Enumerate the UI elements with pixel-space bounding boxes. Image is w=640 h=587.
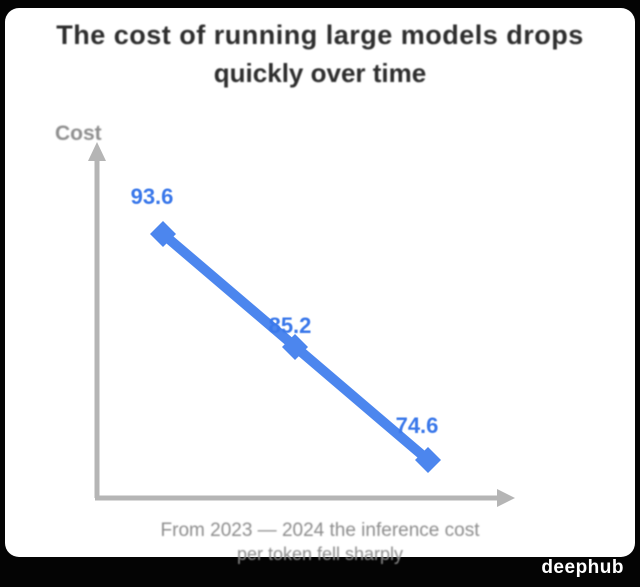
data-point-marker-3 (415, 447, 441, 473)
data-point-marker-1 (150, 221, 176, 247)
caption-line-1: From 2023 — 2024 the inference cost (160, 520, 480, 541)
x-axis-arrow-icon (497, 489, 515, 507)
y-axis-arrow-icon (88, 142, 106, 161)
caption-line-2: per token fell sharply (236, 544, 404, 564)
data-point-label-3: 74.6 (396, 413, 439, 438)
y-axis-label: Cost (55, 122, 102, 145)
line-chart: 93.6 85.2 74.6 (88, 142, 515, 507)
chart-panel: The cost of running large models drops q… (5, 8, 635, 564)
watermark-deephub: deephub (541, 557, 624, 578)
page-title-line-1: The cost of running large models drops (56, 20, 584, 50)
data-point-label-2: 85.2 (269, 313, 312, 338)
page-title-line-2: quickly over time (213, 58, 427, 88)
data-point-label-1: 93.6 (131, 184, 174, 209)
data-point-marker-2 (282, 334, 308, 360)
